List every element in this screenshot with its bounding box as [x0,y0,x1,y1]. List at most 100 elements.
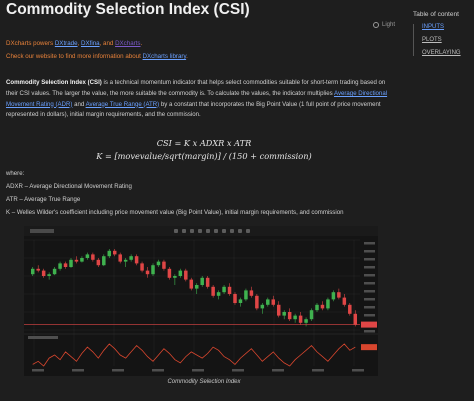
link-dxtrade[interactable]: DXtrade [54,40,78,47]
candle-body [205,277,210,287]
candle-body [145,270,150,275]
candle-body [123,259,128,262]
visit-prefix: Check our website to find more informati… [6,53,143,60]
description-term: Commodity Selection Index (CSI) [6,79,102,86]
candle-body [112,250,117,255]
candle-body [194,285,199,289]
theme-toggle[interactable]: Light [373,22,395,28]
candle-body [211,286,215,296]
candle-body [255,295,259,309]
candle-body [80,258,84,262]
toolbar-icon [182,229,186,233]
candle-body [96,259,101,266]
candle-body [260,304,265,309]
time-axis-tick [312,369,324,372]
price-axis-tick [364,250,375,253]
candle-body [129,256,133,260]
candle-body [118,254,122,262]
candle-body [52,268,57,275]
formula-csi: CSI = K x ADXR x ATR [156,138,252,148]
toc-list: INPUTS PLOTS OVERLAYING [413,24,473,56]
powers-sep2: , and [99,40,116,47]
toolbar-icon [174,229,178,233]
candle-body [342,297,347,305]
link-dxfina[interactable]: DXfina [81,40,100,47]
time-axis-tick [32,369,44,372]
candle-body [216,292,221,296]
candle-body [249,290,254,296]
candle-body [85,254,90,258]
toc-item-plots[interactable]: PLOTS [422,37,442,43]
candle-body [63,263,68,267]
price-axis-tick [364,298,375,301]
link-adr[interactable]: Average Directional Movement Rating (ADR… [6,89,388,108]
description-paragraph: Commodity Selection Index (CSI) is a tec… [6,78,398,121]
candle-body [315,304,319,311]
visit-line: Check our website to find more informati… [6,53,188,61]
candle-body [30,268,35,275]
link-dxcharts[interactable]: DXcharts [115,40,141,47]
toc-item-overlaying[interactable]: OVERLAYING [422,50,461,56]
time-axis-tick [72,369,84,372]
candle-body [298,315,303,323]
link-dxcharts-library[interactable]: DXcharts library [142,53,187,60]
candle-body [107,250,112,257]
candle-body [276,304,281,316]
toc-title: Table of content [413,11,459,18]
candle-body [233,294,237,303]
candle-body [184,270,188,280]
candle-body [200,277,204,285]
candle-body [173,276,177,278]
candle-body [309,310,314,320]
candle-body [227,286,232,294]
csi-indicator-line [32,343,356,367]
candle-body [266,299,270,305]
candle-body [151,265,155,275]
definition-k: K – Welles Wilder's coefficient includin… [6,209,344,216]
symbol-label [30,229,54,233]
toolbar-icon [246,229,250,233]
time-axis-tick [112,369,124,372]
powers-line: DXcharts powers DXtrade, DXfina, and DXc… [6,40,142,48]
candle-body [91,254,95,260]
candle-body [326,299,330,309]
candle-body [222,286,226,293]
candle-body [178,270,183,276]
price-axis-tick [364,290,375,293]
time-axis-tick [272,369,284,372]
candle-body [58,263,62,269]
toc-item-inputs[interactable]: INPUTS [422,24,445,30]
toolbar-icon [198,229,202,233]
candle-body [331,292,336,300]
powers-sep1: , [77,40,81,47]
definitions-where: where: [6,170,25,177]
candle-body [162,261,166,269]
candle-body [282,312,286,316]
toolbar-icon [190,229,194,233]
link-atr[interactable]: Average True Range (ATR) [85,100,160,108]
toolbar-icon [214,229,218,233]
candle-body [189,279,194,289]
figure-caption: Commodity Selection Index [167,379,241,385]
candle-body [304,319,308,323]
time-axis-tick [232,369,244,372]
price-axis-tick [364,314,375,317]
price-axis-tick [364,330,375,333]
toolbar-icon [238,229,242,233]
candle-body [348,304,352,314]
candle-body [320,304,325,309]
definition-adxr: ADXR – Average Directional Movement Rati… [6,183,132,190]
candle-body [41,270,46,276]
candle-body [74,259,79,262]
formula-k: K = [movevalue/sqrt(margin)] / (150 + co… [96,151,312,161]
current-price-tag [361,321,377,328]
description-and: and [72,100,86,108]
candle-body [287,312,292,320]
candle-body [337,292,341,298]
table-of-content: Table of content INPUTS PLOTS OVERLAYING [413,11,473,63]
candle-body [134,256,139,264]
candle-body [293,315,297,320]
price-axis-tick [364,242,375,245]
candle-body [271,299,276,305]
visit-suffix: . [186,53,188,60]
